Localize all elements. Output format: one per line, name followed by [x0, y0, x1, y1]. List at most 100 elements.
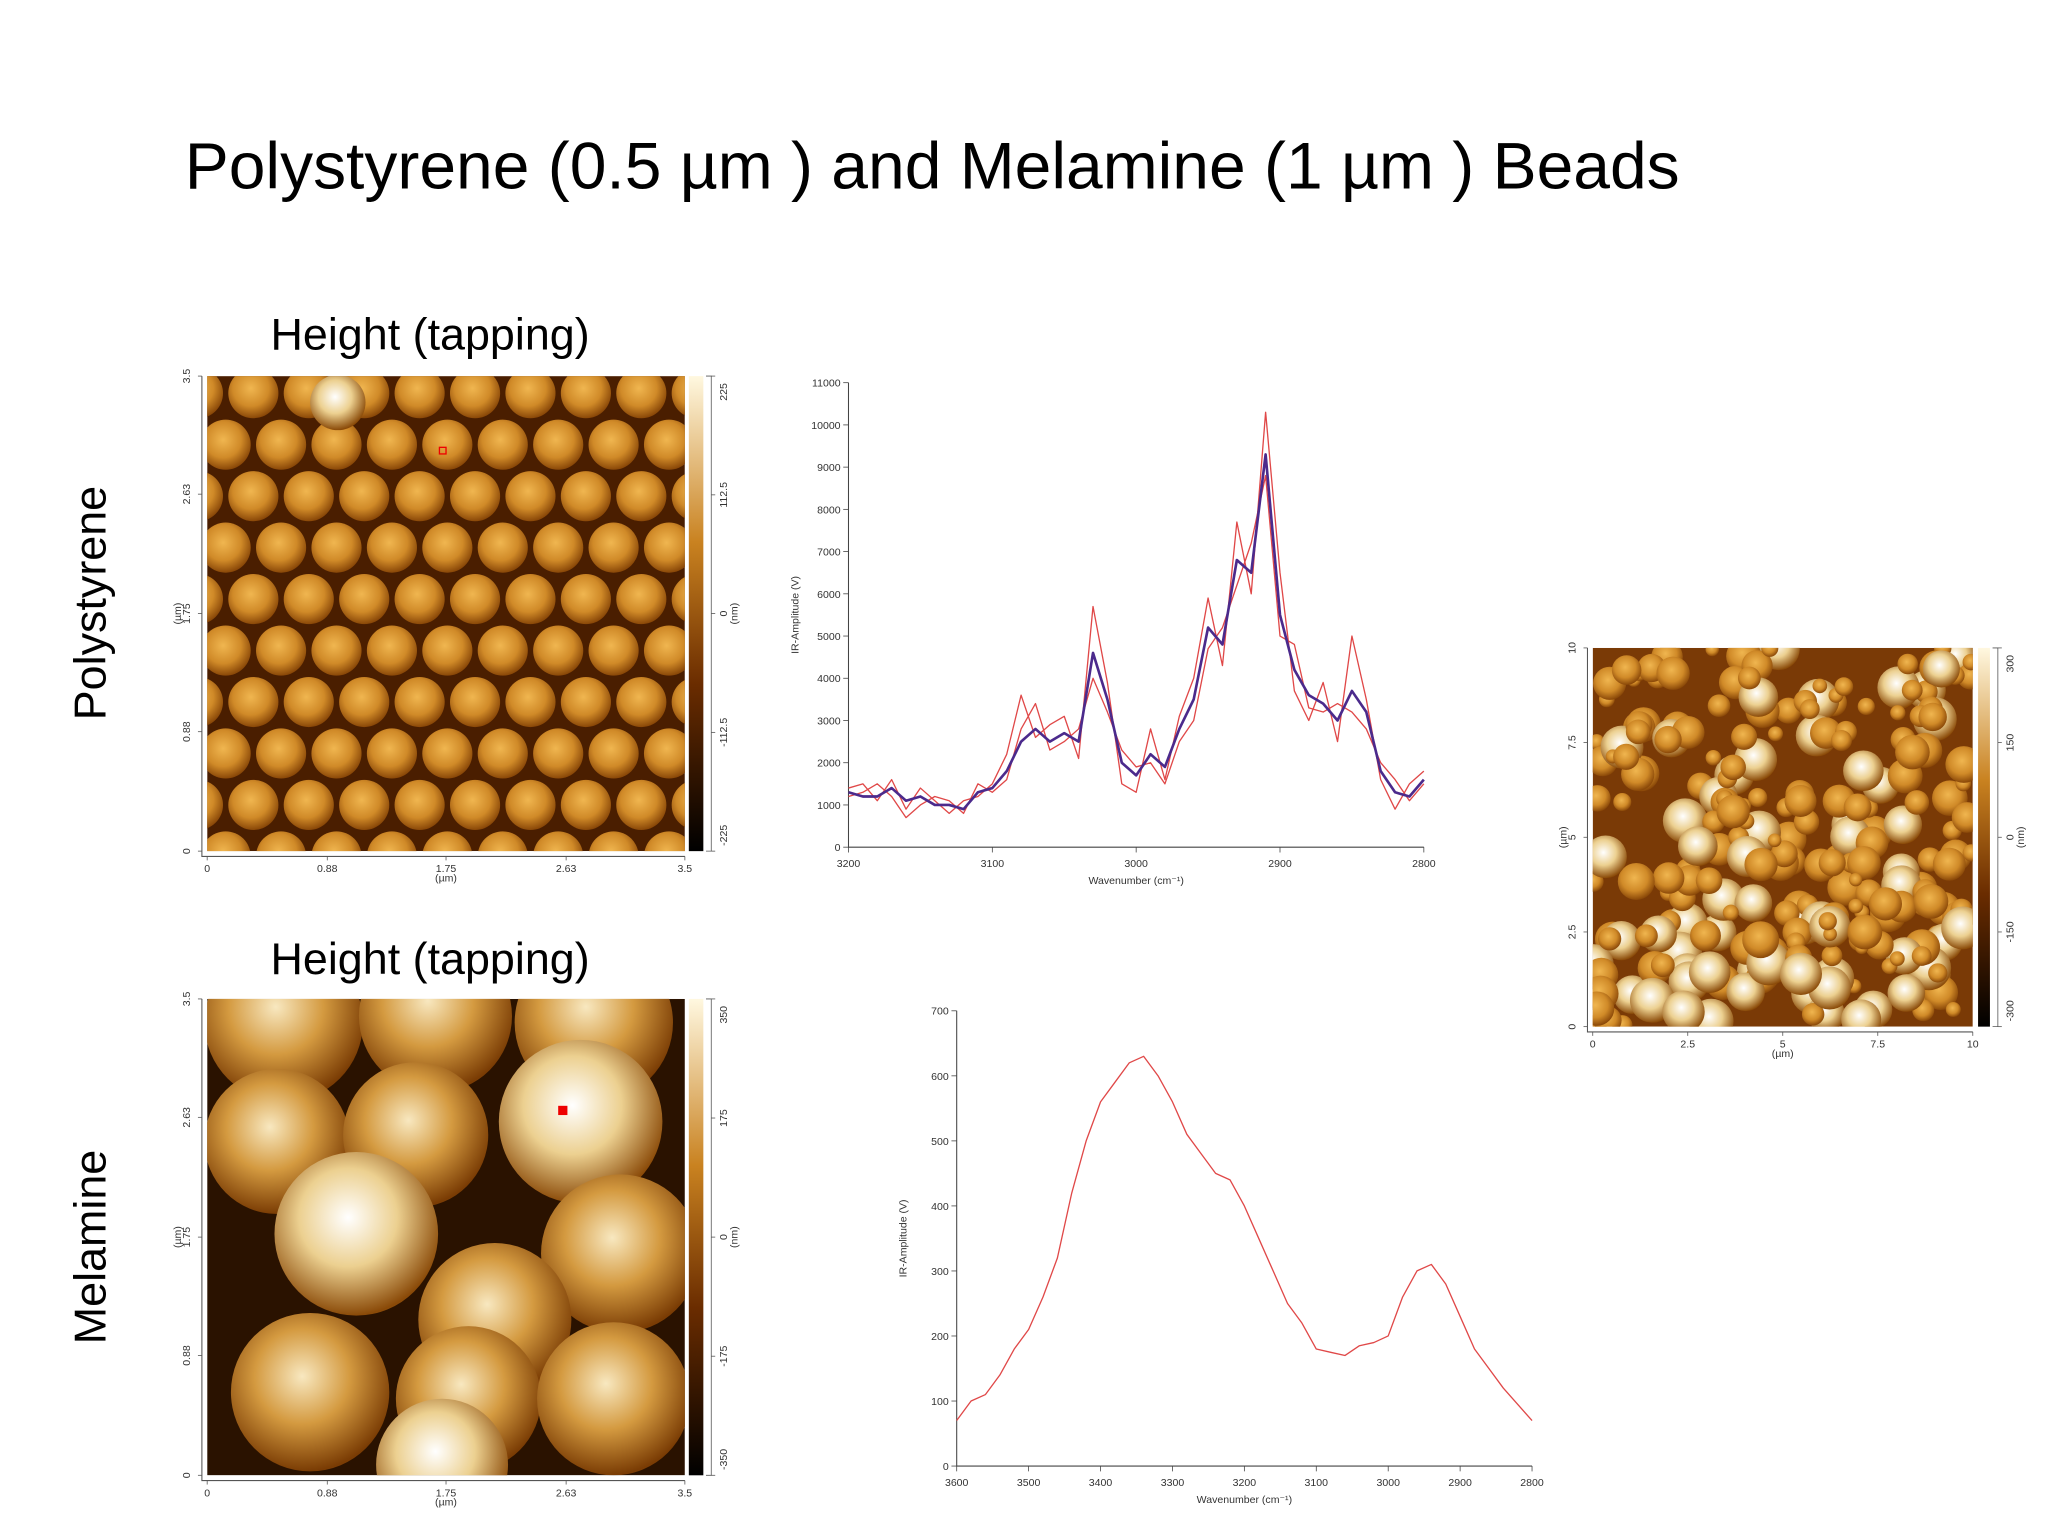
bead — [339, 779, 390, 831]
bead — [256, 728, 307, 779]
bead — [228, 376, 279, 419]
bead — [505, 574, 556, 625]
bead — [310, 376, 366, 431]
bead — [1841, 999, 1882, 1027]
bead — [533, 728, 584, 779]
bead — [1625, 719, 1651, 745]
bead — [616, 779, 667, 831]
map-axes: 0 0.88 1.75 2.63 3.5 (µm) 0 0.88 1.75 2.63 3.5 (µm)… — [172, 369, 741, 885]
bead — [1742, 921, 1780, 959]
bead — [643, 625, 685, 676]
bead — [311, 419, 362, 470]
x-tick-label: 3300 — [1161, 1477, 1185, 1489]
colorbar-axis — [1992, 647, 1999, 1028]
bead — [1890, 705, 1906, 721]
bead — [477, 419, 528, 470]
bead — [1868, 887, 1903, 921]
bead — [537, 1322, 685, 1476]
bead — [311, 728, 362, 779]
bead — [394, 574, 445, 625]
bead — [1847, 914, 1883, 950]
bead — [207, 522, 251, 573]
axis-frame — [1586, 647, 1973, 1033]
bead — [505, 779, 556, 831]
bead — [367, 831, 417, 852]
colorbar-tick-label: 225 — [718, 383, 730, 401]
bead — [505, 376, 556, 419]
x-tick-label: 1.75 — [436, 1487, 457, 1499]
y-tick-label: 6000 — [817, 589, 841, 601]
bead — [422, 831, 472, 852]
x-tick-label: 3100 — [1305, 1477, 1329, 1489]
colorbar-tick-label: -225 — [718, 825, 730, 846]
axis-frame — [201, 376, 685, 857]
bead — [207, 781, 224, 829]
bead — [1812, 678, 1828, 694]
bead — [1768, 726, 1783, 742]
bead — [1634, 924, 1658, 948]
colorbar-tick-label: 0 — [718, 1234, 730, 1240]
y-tick-label: 9000 — [817, 462, 841, 474]
y-tick-label: 2.63 — [181, 1107, 193, 1128]
bead — [311, 522, 362, 573]
row-label: Polystyrene — [65, 486, 116, 720]
bead — [1889, 951, 1905, 967]
axis-line — [956, 1010, 1533, 1467]
bead — [1705, 749, 1722, 766]
x-tick-label: 10 — [1967, 1039, 1979, 1051]
bead — [1656, 656, 1690, 690]
x-tick-label: 2.5 — [1680, 1039, 1695, 1051]
bead — [207, 376, 224, 417]
y-tick-label: 0.88 — [181, 721, 193, 742]
bead — [533, 522, 584, 573]
panel-title: Height (tapping) — [271, 309, 590, 360]
y-tick-label: 5000 — [817, 631, 841, 643]
bead — [1928, 963, 1948, 983]
bead — [207, 575, 224, 623]
bead — [1617, 863, 1655, 900]
y-tick-label: 0 — [943, 1461, 949, 1473]
bead — [1857, 697, 1875, 716]
bead — [477, 522, 528, 573]
bead — [1720, 754, 1746, 781]
afm-image — [1592, 647, 1973, 1027]
bead — [1897, 653, 1918, 675]
bead — [1592, 785, 1611, 812]
y-tick-label: 1000 — [817, 800, 841, 812]
bead — [1951, 802, 1973, 833]
bead — [1847, 846, 1881, 880]
y-tick-label: 2.63 — [181, 484, 193, 505]
y-tick-label: 0 — [1567, 1024, 1579, 1030]
bead — [1843, 793, 1872, 822]
y-tick-label: 700 — [931, 1006, 949, 1018]
bead — [449, 574, 501, 625]
colorbar-tick-label: -150 — [2005, 921, 2017, 942]
bead — [560, 676, 611, 728]
y-tick-label: 1.75 — [181, 603, 193, 624]
bead — [1613, 792, 1632, 812]
y-tick-label: 10 — [1567, 642, 1579, 654]
y-tick-label: 7000 — [817, 547, 841, 559]
y-tick-label: 0.88 — [181, 1345, 193, 1366]
bead — [478, 831, 528, 852]
y-tick-label: 5 — [1567, 834, 1579, 840]
chart: 3200 3100 3000 2900 2800 0 1000 2000 3000 4000 500… — [789, 378, 1435, 887]
row-label: Melamine — [65, 1150, 116, 1344]
bead — [1883, 805, 1923, 844]
bead — [1848, 872, 1863, 887]
x-tick-label: 2800 — [1520, 1477, 1544, 1489]
bead — [1690, 920, 1721, 952]
bead — [283, 676, 334, 728]
bead — [588, 522, 639, 573]
bead — [1688, 951, 1731, 993]
slide-title: Polystyrene (0.5 µm ) and Melamine (1 µm… — [185, 129, 1680, 203]
bead — [256, 419, 307, 470]
bead — [311, 831, 362, 852]
bead — [1834, 677, 1854, 696]
marker — [558, 1105, 568, 1116]
x-tick-label: 0 — [204, 1487, 210, 1499]
bead — [228, 574, 279, 625]
x-tick-label: 0 — [1590, 1039, 1596, 1051]
bead — [588, 419, 639, 470]
